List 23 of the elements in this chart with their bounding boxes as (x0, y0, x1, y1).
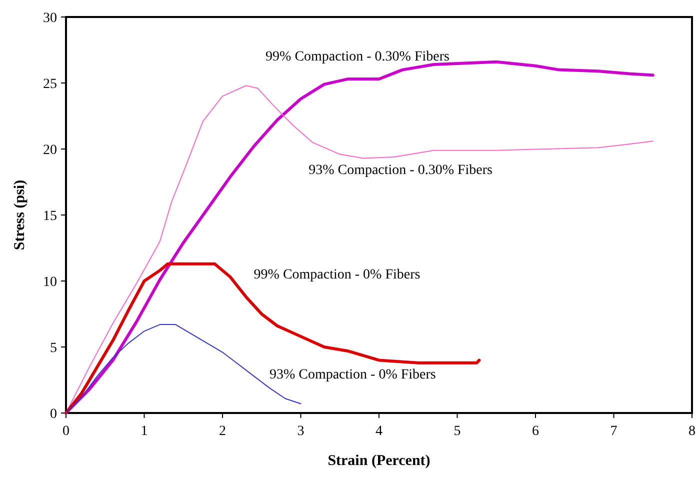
y-tick-label: 10 (43, 274, 57, 290)
x-tick-label: 4 (376, 424, 382, 439)
x-tick-label: 1 (140, 424, 148, 439)
x-tick-label: 3 (297, 424, 304, 439)
y-tick-label: 0 (50, 406, 57, 422)
x-tick-label: 6 (532, 424, 539, 439)
x-tick-label: 8 (688, 424, 696, 439)
y-tick-label: 25 (43, 76, 57, 92)
x-axis-title: Strain (Percent) (328, 453, 430, 469)
y-tick-label: 30 (43, 10, 57, 26)
y-axis-title: Stress (psi) (12, 180, 28, 250)
line-series (64, 262, 481, 414)
x-tick-label: 7 (610, 424, 618, 439)
x-tick-label: 2 (219, 424, 226, 439)
series-label: 99% Compaction - 0.30% Fibers (266, 50, 450, 65)
y-tick-label: 5 (50, 340, 57, 356)
series-label: 93% Compaction - 0.30% Fibers (308, 163, 492, 178)
y-tick-label: 20 (43, 142, 57, 158)
y-tick-label: 15 (43, 208, 57, 224)
series-label: 93% Compaction - 0% Fibers (269, 368, 436, 383)
x-tick-label: 0 (62, 424, 70, 439)
x-tick-label: 5 (454, 424, 461, 439)
series-label: 99% Compaction - 0% Fibers (254, 267, 420, 282)
